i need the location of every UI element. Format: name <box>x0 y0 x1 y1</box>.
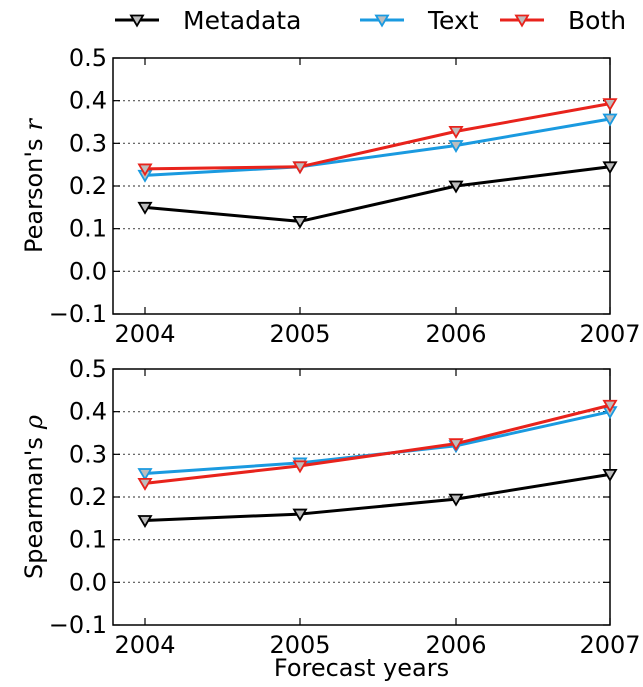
data-point <box>448 493 464 507</box>
data-point <box>448 438 464 452</box>
x-tick-label: 2004 <box>114 631 175 659</box>
data-point <box>137 468 153 482</box>
x-tick-label: 2005 <box>269 631 330 659</box>
x-tick-label: 2006 <box>425 631 486 659</box>
y-tick-label: 0.5 <box>69 44 107 72</box>
x-axis: 2004 2005 2006 2007 <box>114 58 641 348</box>
x-tick-label: 2004 <box>114 320 175 348</box>
y-tick-label: 0.2 <box>69 172 107 200</box>
legend-marker <box>374 14 390 28</box>
y-tick-label: −0.1 <box>49 300 107 328</box>
y-axis-label: Spearman's ρ <box>20 415 48 579</box>
y-tick-label: −0.1 <box>49 611 107 639</box>
data-point <box>292 508 308 522</box>
panel-spearman: −0.1 0.0 0.1 0.2 0.3 0.4 0.5 2004 2005 2006 2007 Sp… <box>20 355 641 682</box>
legend-item-text: Text <box>360 6 479 35</box>
series-line-metadata <box>144 472 611 522</box>
y-tick-label: 0.2 <box>69 483 107 511</box>
legend-marker <box>514 14 530 28</box>
data-point <box>292 460 308 474</box>
data-point <box>137 163 153 177</box>
legend-marker <box>129 14 145 28</box>
data-point <box>137 477 153 491</box>
data-point <box>602 161 618 175</box>
data-point <box>448 140 464 153</box>
y-tick-label: 0.3 <box>69 129 107 157</box>
legend: Metadata Text Both <box>115 6 626 35</box>
y-axis-label-text: Spearman's <box>20 437 48 579</box>
series <box>137 399 618 528</box>
x-tick-label: 2005 <box>269 320 330 348</box>
legend-item-both: Both <box>500 6 626 35</box>
y-tick-label: 0.4 <box>69 398 107 426</box>
x-axis-label: Forecast years <box>274 654 449 682</box>
y-axis-label-text: Pearson's <box>20 139 48 253</box>
plot-frame <box>112 57 611 315</box>
y-tick-label: 0.1 <box>69 526 107 554</box>
series-text <box>137 406 618 482</box>
series-both <box>137 399 618 491</box>
y-axis-label: Pearson's r <box>20 118 48 253</box>
y-axis: −0.1 0.0 0.1 0.2 0.3 0.4 0.5 <box>49 355 610 639</box>
x-tick-label: 2007 <box>579 631 640 659</box>
series-line-text <box>144 410 611 476</box>
x-tick-label: 2006 <box>425 320 486 348</box>
gridlines <box>113 100 610 272</box>
data-point <box>137 201 153 215</box>
data-point <box>602 468 618 482</box>
y-tick-label: 0.4 <box>69 87 107 115</box>
y-tick-label: 0.1 <box>69 215 107 243</box>
data-point <box>292 216 308 229</box>
y-tick-label: 0.0 <box>69 257 107 285</box>
y-tick-label: 0.3 <box>69 440 107 468</box>
y-axis-label-symbol: r <box>20 118 48 131</box>
y-axis-label-symbol: ρ <box>20 415 48 430</box>
y-tick-label: 0.0 <box>69 568 107 596</box>
series-line-text <box>144 117 611 177</box>
panel-pearson: −0.1 0.0 0.1 0.2 0.3 0.4 0.5 2004 2005 2006 2007 Pe… <box>20 44 641 348</box>
legend-label: Text <box>427 6 479 35</box>
plot-frame <box>112 368 611 626</box>
data-point <box>448 125 464 139</box>
legend-label: Metadata <box>183 6 301 35</box>
data-point <box>602 399 618 413</box>
gridlines <box>113 411 610 583</box>
y-tick-label: 0.5 <box>69 355 107 383</box>
data-point <box>292 161 308 175</box>
data-point <box>448 180 464 194</box>
data-point <box>602 113 618 127</box>
series-metadata <box>137 161 618 229</box>
legend-label: Both <box>568 6 626 35</box>
series-line-metadata <box>144 165 611 223</box>
data-point <box>137 515 153 528</box>
y-axis: −0.1 0.0 0.1 0.2 0.3 0.4 0.5 <box>49 44 610 328</box>
series <box>137 98 618 229</box>
x-axis: 2004 2005 2006 2007 <box>114 369 641 659</box>
series-both <box>137 98 618 177</box>
series-metadata <box>137 468 618 528</box>
data-point <box>602 98 618 112</box>
series-line-both <box>144 403 611 485</box>
series-line-both <box>144 102 611 171</box>
x-tick-label: 2007 <box>579 320 640 348</box>
legend-item-metadata: Metadata <box>115 6 301 35</box>
